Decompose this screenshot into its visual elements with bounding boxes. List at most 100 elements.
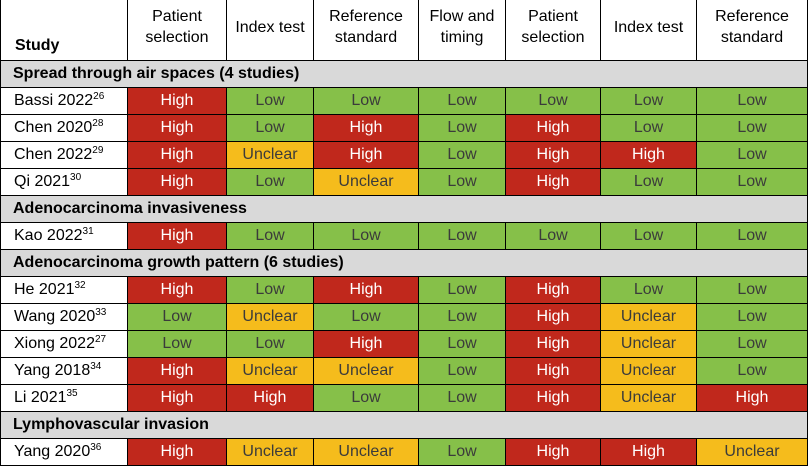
reference-number: 26 [93, 91, 105, 102]
rating-cell: Low [418, 141, 506, 169]
rating-cell: Low [418, 168, 506, 196]
rating-cell: Low [696, 276, 808, 304]
reference-number: 27 [94, 334, 107, 345]
rating-cell: High [127, 222, 227, 250]
rating-cell: Low [226, 222, 314, 250]
header-study: Study [0, 0, 128, 61]
rating-cell: High [127, 384, 227, 412]
rating-cell: Low [418, 114, 506, 142]
rating-cell: Low [418, 438, 506, 466]
rating-cell: High [600, 141, 697, 169]
rating-cell: Low [505, 222, 601, 250]
rating-cell: High [505, 276, 601, 304]
rating-cell: Unclear [313, 438, 419, 466]
study-cell: Qi 202130 [0, 168, 128, 196]
rating-cell: Unclear [226, 141, 314, 169]
rating-cell: High [127, 114, 227, 142]
rating-cell: Low [226, 114, 314, 142]
section-title: Spread through air spaces (4 studies) [0, 60, 808, 88]
rating-cell: Low [313, 222, 419, 250]
rating-cell: Low [127, 330, 227, 358]
reference-number: 33 [95, 307, 107, 318]
study-name: Qi 2021 [14, 173, 71, 190]
rating-cell: Low [418, 276, 506, 304]
section-row: Lymphovascular invasion [0, 411, 808, 439]
study-cell: Wang 202033 [0, 303, 128, 331]
rating-cell: Low [418, 222, 506, 250]
rating-cell: High [505, 141, 601, 169]
reference-number: 34 [90, 361, 102, 372]
table-row: Chen 202229 High Unclear High Low High High Low [0, 141, 808, 169]
rating-cell: Low [418, 330, 506, 358]
study-cell: Chen 202229 [0, 141, 128, 169]
header-flow-and-timing: Flow and timing [418, 0, 506, 61]
study-name: Yang 2018 [14, 362, 91, 379]
rating-cell: Unclear [313, 357, 419, 385]
rating-cell: High [505, 114, 601, 142]
rating-cell: Low [696, 168, 808, 196]
study-name: Li 2021 [14, 389, 67, 406]
reference-number: 36 [90, 442, 102, 453]
study-name: Yang 2020 [14, 443, 91, 460]
rating-cell: Low [418, 303, 506, 331]
rating-cell: High [127, 276, 227, 304]
section-row: Adenocarcinoma growth pattern (6 studies… [0, 249, 808, 277]
section-row: Spread through air spaces (4 studies) [0, 60, 808, 88]
rating-cell: Low [313, 303, 419, 331]
study-name: Wang 2020 [14, 308, 96, 325]
study-name: Chen 2022 [14, 146, 93, 163]
rating-cell: Unclear [600, 384, 697, 412]
header-index-test-applicability: Index test [600, 0, 697, 61]
header-reference-standard-applicability: Reference standard [696, 0, 808, 61]
reference-number: 28 [92, 118, 104, 129]
header-index-test-bias: Index test [226, 0, 314, 61]
rating-cell: Low [696, 357, 808, 385]
rating-cell: Low [505, 87, 601, 115]
rating-cell: High [313, 276, 419, 304]
rating-cell: High [127, 87, 227, 115]
rating-cell: Unclear [600, 357, 697, 385]
study-name: He 2021 [14, 281, 75, 298]
study-name: Chen 2020 [14, 119, 93, 136]
rating-cell: High [313, 114, 419, 142]
table-row: Li 202135 High High Low Low High Unclear High [0, 384, 808, 412]
rating-cell: High [226, 384, 314, 412]
reference-number: 32 [74, 280, 86, 291]
rating-cell: Unclear [600, 303, 697, 331]
header-row: Study Patient selection Index test Refer… [0, 0, 808, 61]
study-name: Xiong 2022 [14, 335, 95, 352]
reference-number: 31 [82, 226, 94, 237]
rating-cell: Low [600, 168, 697, 196]
rating-cell: Low [600, 222, 697, 250]
rating-cell: Low [313, 384, 419, 412]
rating-cell: High [600, 438, 697, 466]
study-name: Kao 2022 [14, 227, 83, 244]
rating-cell: High [313, 330, 419, 358]
study-cell: Bassi 202226 [0, 87, 128, 115]
table-row: Bassi 202226 High Low Low Low Low Low Low [0, 87, 808, 115]
rating-cell: High [505, 303, 601, 331]
rating-cell: Low [600, 276, 697, 304]
section-title: Adenocarcinoma growth pattern (6 studies… [0, 249, 808, 277]
study-cell: Yang 201834 [0, 357, 128, 385]
rating-cell: Low [418, 384, 506, 412]
rating-cell: Low [313, 87, 419, 115]
rating-cell: High [505, 330, 601, 358]
section-title: Adenocarcinoma invasiveness [0, 195, 808, 223]
section-title: Lymphovascular invasion [0, 411, 808, 439]
header-patient-selection-bias: Patient selection [127, 0, 227, 61]
header-reference-standard-bias: Reference standard [313, 0, 419, 61]
rating-cell: High [313, 141, 419, 169]
rating-cell: Unclear [696, 438, 808, 466]
rating-cell: Unclear [226, 438, 314, 466]
rating-cell: Low [696, 87, 808, 115]
rating-cell: High [505, 384, 601, 412]
rating-cell: High [127, 438, 227, 466]
table-row: Yang 202036 High Unclear Unclear Low High High… [0, 438, 808, 466]
reference-number: 35 [66, 388, 78, 399]
table-row: Chen 202028 High Low High Low High Low Low [0, 114, 808, 142]
rating-cell: Low [696, 330, 808, 358]
rating-cell: High [505, 438, 601, 466]
